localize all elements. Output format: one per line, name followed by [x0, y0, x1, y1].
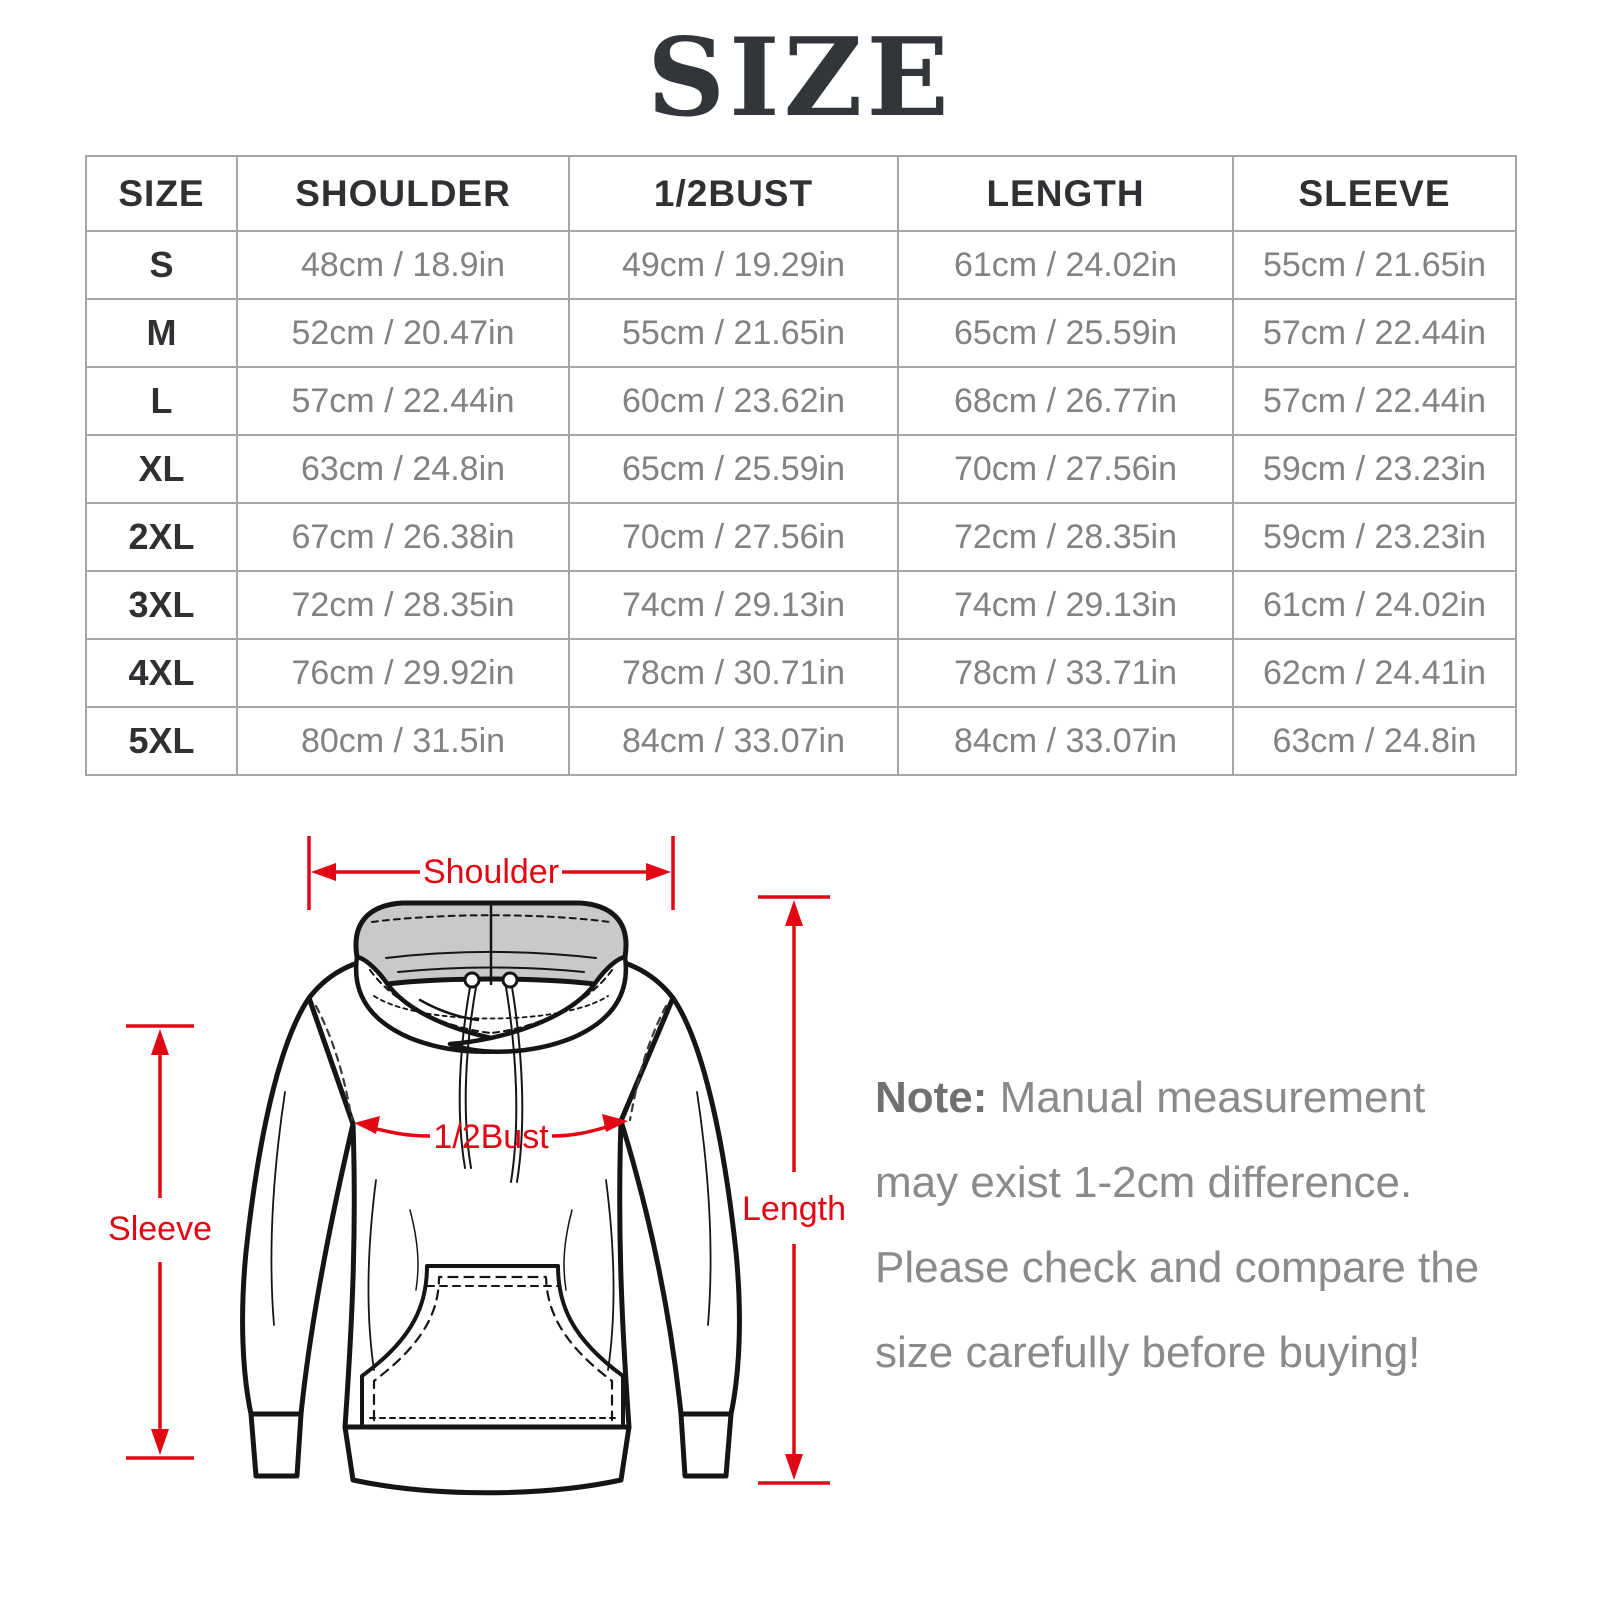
column-header-size: SIZE [85, 155, 238, 232]
table-row: XL 63cm / 24.8in 65cm / 25.59in 70cm / 27.5… [85, 434, 1517, 504]
measurement-cell: 72cm / 28.35in [897, 502, 1234, 572]
measurement-cell: 60cm / 23.62in [568, 366, 899, 436]
measurement-cell: 72cm / 28.35in [236, 570, 570, 640]
table-header-row: SIZE SHOULDER 1/2BUST LENGTH SLEEVE [85, 155, 1517, 232]
hoodie-sketch [240, 900, 742, 1496]
measurement-cell: 70cm / 27.56in [568, 502, 899, 572]
measurement-arrows [126, 836, 830, 1485]
half-bust-measure-label: 1/2Bust [433, 1118, 549, 1156]
size-label-cell: XL [85, 434, 238, 504]
size-label-cell: 5XL [85, 706, 238, 776]
size-label-cell: S [85, 230, 238, 300]
measurement-note: Note: Manual measurement may exist 1-2cm… [875, 1056, 1503, 1396]
size-label-cell: M [85, 298, 238, 368]
table-row: M 52cm / 20.47in 55cm / 21.65in 65cm / 25.5… [85, 298, 1517, 368]
measurement-cell: 57cm / 22.44in [1232, 366, 1517, 436]
table-row: 3XL 72cm / 28.35in 74cm / 29.13in 74cm / 29… [85, 570, 1517, 640]
measurement-cell: 59cm / 23.23in [1232, 502, 1517, 572]
measurement-cell: 63cm / 24.8in [236, 434, 570, 504]
measurement-cell: 63cm / 24.8in [1232, 706, 1517, 776]
measurement-cell: 68cm / 26.77in [897, 366, 1234, 436]
measurement-cell: 76cm / 29.92in [236, 638, 570, 708]
measurement-cell: 84cm / 33.07in [897, 706, 1234, 776]
measurement-cell: 61cm / 24.02in [1232, 570, 1517, 640]
measurement-cell: 61cm / 24.02in [897, 230, 1234, 300]
column-header-shoulder: SHOULDER [236, 155, 570, 232]
measurement-cell: 80cm / 31.5in [236, 706, 570, 776]
measurement-cell: 49cm / 19.29in [568, 230, 899, 300]
note-prefix: Note: [875, 1073, 988, 1122]
column-header-length: LENGTH [897, 155, 1234, 232]
measurement-cell: 70cm / 27.56in [897, 434, 1234, 504]
table-row: 4XL 76cm / 29.92in 78cm / 30.71in 78cm / 33… [85, 638, 1517, 708]
column-header-halfbust: 1/2BUST [568, 155, 899, 232]
measurement-cell: 74cm / 29.13in [568, 570, 899, 640]
shoulder-measure-label: Shoulder [423, 853, 559, 891]
measurement-cell: 55cm / 21.65in [568, 298, 899, 368]
measurement-cell: 67cm / 26.38in [236, 502, 570, 572]
table-row: S 48cm / 18.9in 49cm / 19.29in 61cm / 24.02… [85, 230, 1517, 300]
sleeve-measure-label: Sleeve [108, 1210, 212, 1248]
measurement-cell: 59cm / 23.23in [1232, 434, 1517, 504]
hoodie-measurement-diagram: Shoulder 1/2Bust Length Sleeve [108, 836, 846, 1496]
measurement-cell: 55cm / 21.65in [1232, 230, 1517, 300]
measurement-cell: 62cm / 24.41in [1232, 638, 1517, 708]
table-row: 5XL 80cm / 31.5in 84cm / 33.07in 84cm / 33.… [85, 706, 1517, 776]
measurement-cell: 74cm / 29.13in [897, 570, 1234, 640]
measurement-cell: 84cm / 33.07in [568, 706, 899, 776]
size-label-cell: 4XL [85, 638, 238, 708]
table-row: L 57cm / 22.44in 60cm / 23.62in 68cm / 26.7… [85, 366, 1517, 436]
measurement-cell: 78cm / 33.71in [897, 638, 1234, 708]
length-measure-label: Length [742, 1190, 846, 1228]
measurement-cell: 52cm / 20.47in [236, 298, 570, 368]
measurement-cell: 65cm / 25.59in [897, 298, 1234, 368]
size-chart-table: SIZE SHOULDER 1/2BUST LENGTH SLEEVE S 48c… [85, 155, 1517, 776]
measurement-cell: 57cm / 22.44in [1232, 298, 1517, 368]
page-title: SIZE [647, 15, 953, 141]
note-text: Manual measurement may exist 1-2cm diffe… [875, 1073, 1480, 1377]
size-label-cell: L [85, 366, 238, 436]
size-label-cell: 3XL [85, 570, 238, 640]
measurement-cell: 57cm / 22.44in [236, 366, 570, 436]
column-header-sleeve: SLEEVE [1232, 155, 1517, 232]
size-table-body: S 48cm / 18.9in 49cm / 19.29in 61cm / 24.02… [85, 230, 1517, 776]
measurement-cell: 65cm / 25.59in [568, 434, 899, 504]
measurement-cell: 48cm / 18.9in [236, 230, 570, 300]
table-row: 2XL 67cm / 26.38in 70cm / 27.56in 72cm / 28… [85, 502, 1517, 572]
measurement-cell: 78cm / 30.71in [568, 638, 899, 708]
size-label-cell: 2XL [85, 502, 238, 572]
